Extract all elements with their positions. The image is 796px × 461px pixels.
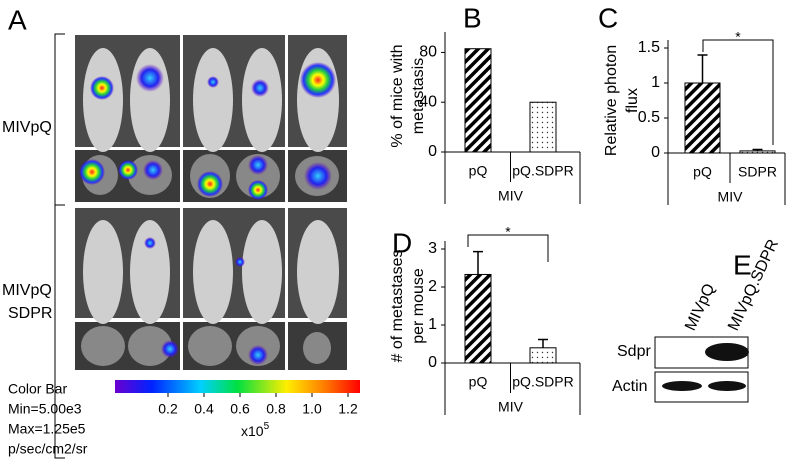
y-tick-label: 0 <box>428 143 437 160</box>
error-bar <box>752 148 763 151</box>
colorbar-text: Max=1.25e5 <box>8 421 86 437</box>
panel-letter: B <box>463 2 482 33</box>
y-axis-label: Relative photon <box>603 45 620 156</box>
colorbar-tick-label: 1.2 <box>338 401 358 417</box>
row-label: SDPR <box>8 305 52 322</box>
colorbar-text: Color Bar <box>8 381 67 397</box>
x-tick-label: pQ <box>693 164 712 180</box>
blot-band <box>662 381 702 391</box>
x-axis <box>444 151 581 204</box>
y-axis-label: % of mice with <box>389 44 406 147</box>
colorbar-tick-label: 0.8 <box>266 401 286 417</box>
band-label: Sdpr <box>617 343 651 360</box>
panel-a: A MIVpQ MIVpQ SDPR <box>2 4 360 459</box>
y-axis-label: per mouse <box>410 268 427 344</box>
color-bar <box>115 380 360 393</box>
y-axis-label: metastasis <box>410 58 427 134</box>
x-axis <box>444 362 581 415</box>
lane-label: MIVpQ <box>682 281 718 333</box>
panel-letter: A <box>8 4 27 35</box>
y-tick-label: 0.5 <box>638 109 660 126</box>
group-label: MIV <box>498 188 524 204</box>
x-tick-label: pQ <box>469 374 488 390</box>
blot-band <box>708 381 746 391</box>
bar <box>529 101 557 153</box>
panel-letter: E <box>733 249 752 280</box>
band-label: Actin <box>612 378 648 395</box>
y-tick-label: 0 <box>651 144 660 161</box>
images <box>75 35 347 370</box>
y-tick-label: 3 <box>428 240 437 257</box>
colorbar-tick-label: 0.2 <box>158 401 178 417</box>
group-label: MIV <box>718 189 744 205</box>
panel-e: E MIVpQ MIVpQ.SDPR Sdpr Actin <box>612 237 782 403</box>
panel-letter: C <box>598 2 618 33</box>
bar <box>464 273 492 364</box>
x-tick-label: SDPR <box>738 164 777 180</box>
x-axis <box>667 152 786 205</box>
y-tick-label: 0 <box>428 354 437 371</box>
significance: * <box>735 29 741 45</box>
colorbar-tick-label: 0.4 <box>194 401 214 417</box>
row-label: MIVpQ <box>2 282 52 299</box>
blot-band <box>705 343 749 361</box>
colorbar-unit: x105 <box>241 421 270 439</box>
x-tick-label: pQ.SDPR <box>512 374 573 390</box>
colorbar-tick-label: 0.6 <box>230 401 250 417</box>
error-bar <box>697 54 708 83</box>
y-tick-label: 1.5 <box>638 39 660 56</box>
significance-bracket <box>702 39 774 145</box>
error-bar <box>473 250 483 275</box>
colorbar-text: Min=5.00e3 <box>8 401 82 417</box>
row-label: MIVpQ <box>2 119 52 136</box>
y-tick-label: 80 <box>419 44 437 61</box>
bar <box>529 347 557 364</box>
y-tick-label: 2 <box>428 278 437 295</box>
bar <box>739 150 776 154</box>
panel-letter: D <box>392 227 412 258</box>
significance: * <box>505 224 511 240</box>
bar <box>464 48 492 153</box>
y-tick-label: 40 <box>419 93 437 110</box>
y-tick-label: 1 <box>651 74 660 91</box>
colorbar-text: p/sec/cm2/sr <box>8 441 88 457</box>
y-axis-label: flux <box>624 88 641 113</box>
group-label: MIV <box>498 399 524 415</box>
blot-box <box>654 371 749 403</box>
error-bar <box>538 338 548 348</box>
bar <box>684 82 721 154</box>
y-tick-label: 1 <box>428 316 437 333</box>
x-tick-label: pQ.SDPR <box>512 163 573 179</box>
colorbar-tick-label: 1.0 <box>302 401 322 417</box>
unit: x10 <box>241 423 264 439</box>
y-axis-label: # of metastases <box>389 250 406 363</box>
x-tick-label: pQ <box>469 163 488 179</box>
significance-bracket <box>467 234 549 262</box>
bracket <box>54 33 65 459</box>
exponent: 5 <box>264 421 270 432</box>
